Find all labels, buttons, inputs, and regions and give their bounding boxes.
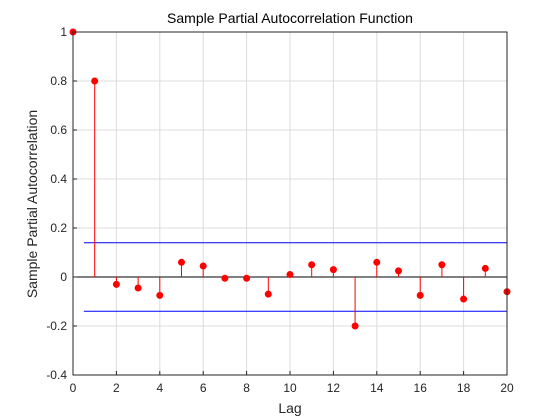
x-tick-label: 16: [414, 381, 428, 395]
stem-marker: [134, 284, 142, 292]
chart-title: Sample Partial Autocorrelation Function: [167, 10, 413, 26]
stem-marker: [91, 77, 99, 85]
stem-marker: [112, 280, 120, 288]
stem-marker: [243, 274, 251, 282]
y-tick-label: 1: [60, 25, 67, 39]
x-tick-label: 0: [70, 381, 77, 395]
x-tick-label: 6: [200, 381, 207, 395]
stem-marker: [264, 290, 272, 298]
y-tick-label: 0.4: [50, 172, 67, 186]
stem-marker: [329, 266, 337, 274]
stem-marker: [286, 271, 294, 279]
stem-marker: [373, 258, 381, 266]
stem-marker: [416, 291, 424, 299]
stem-marker: [395, 267, 402, 275]
stem-marker: [156, 291, 164, 299]
x-tick-label: 2: [113, 381, 120, 395]
ticks: 0 2 4 6 8 10 12 14 16 18 20 -0.4 -0.2 0 0.2 0.4 0.6 0.8 1: [46, 25, 514, 395]
stem-marker: [481, 264, 489, 272]
y-tick-label: 0.2: [50, 221, 67, 235]
x-tick-label: 8: [243, 381, 250, 395]
y-tick-label: -0.4: [46, 368, 67, 382]
y-tick-label: 0.6: [50, 123, 67, 137]
x-tick-label: 12: [327, 381, 341, 395]
stem-marker: [178, 258, 185, 266]
x-tick-label: 10: [283, 381, 297, 395]
y-tick-label: -0.2: [46, 319, 67, 333]
stem-marker: [438, 261, 446, 269]
x-tick-label: 4: [156, 381, 163, 395]
y-axis-label: Sample Partial Autocorrelation: [24, 110, 40, 298]
stem-marker: [308, 261, 316, 269]
x-axis-label: Lag: [278, 400, 301, 416]
stem-marker: [351, 322, 359, 330]
y-tick-label: 0.8: [50, 74, 67, 88]
x-tick-label: 20: [500, 381, 514, 395]
markers: [69, 28, 511, 330]
stem-marker: [221, 274, 229, 282]
x-tick-label: 14: [370, 381, 384, 395]
y-tick-label: 0: [60, 270, 67, 284]
x-tick-label: 18: [457, 381, 471, 395]
stem-marker: [199, 262, 207, 270]
stem-marker: [460, 295, 468, 303]
